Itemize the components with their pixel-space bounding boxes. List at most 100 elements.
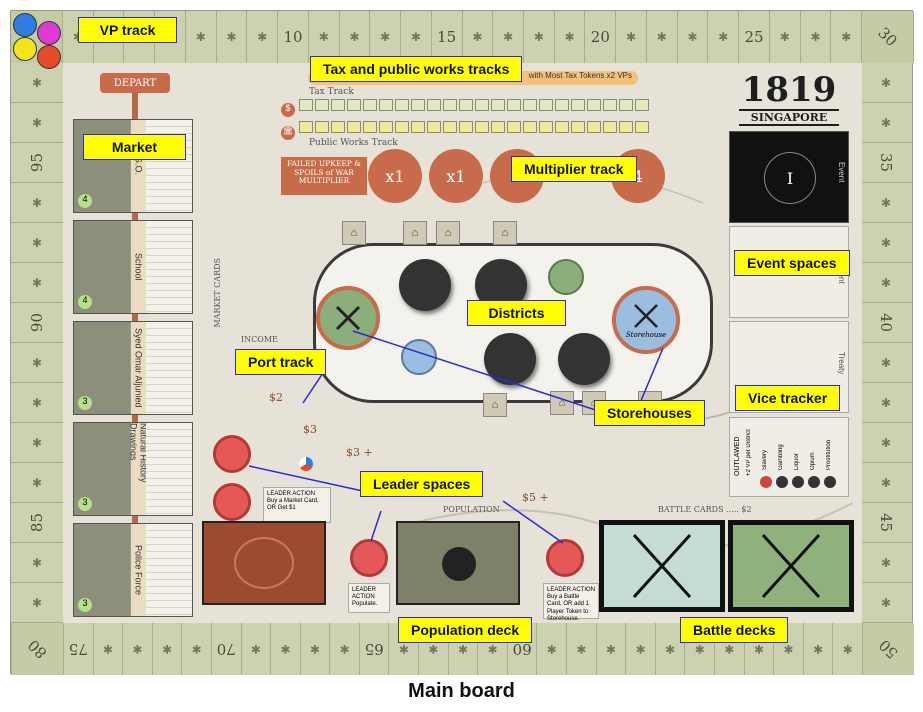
vp-number: 85 xyxy=(28,512,46,533)
player-token-magenta[interactable] xyxy=(37,21,61,45)
card-image: 3 xyxy=(74,423,130,515)
market-deck[interactable] xyxy=(202,521,326,605)
vp-cell: ✱ xyxy=(181,623,211,675)
vp-number: 40 xyxy=(877,312,895,333)
market-card[interactable]: 4 School xyxy=(73,220,193,314)
vp-cell: 25 xyxy=(739,11,770,63)
vp-cell: ✱ xyxy=(401,11,432,63)
card-name: Syed Omar Aljunied xyxy=(130,322,146,414)
callout-districts: Districts xyxy=(467,300,566,326)
vice-marker[interactable] xyxy=(760,476,772,488)
callout-multiplier-track: Multiplier track xyxy=(511,156,637,182)
battle-deck-2[interactable] xyxy=(728,520,854,612)
card-text xyxy=(146,423,192,515)
callout-leader-spaces: Leader spaces xyxy=(360,471,484,497)
card-text xyxy=(146,322,192,414)
market-card[interactable]: 3 Natural History Drawings xyxy=(73,422,193,516)
deck-emblem xyxy=(442,547,476,581)
vp-cell: ✱ xyxy=(309,11,340,63)
market-card[interactable]: 3 Police Force xyxy=(73,523,193,617)
vice-marker[interactable] xyxy=(776,476,788,488)
player-token-yellow[interactable] xyxy=(13,37,37,61)
vp-cell: ✱ xyxy=(11,583,63,623)
leader-space[interactable] xyxy=(546,539,584,577)
vp-cell: ✱ xyxy=(555,11,586,63)
vice-label: Gambling xyxy=(778,444,784,470)
house-icon[interactable]: ⌂ xyxy=(483,393,507,417)
leader-space[interactable] xyxy=(213,435,251,473)
card-name: Police Force xyxy=(130,524,146,616)
callout-market: Market xyxy=(83,134,186,160)
ship-marker[interactable] xyxy=(299,457,313,471)
house-icon[interactable]: ⌂ xyxy=(550,391,574,415)
port-cost: $3 xyxy=(303,423,317,436)
market-card[interactable]: 3 Syed Omar Aljunied xyxy=(73,321,193,415)
vp-cell: ✱ xyxy=(678,11,709,63)
callout-vice-tracker: Vice tracker xyxy=(735,385,841,411)
leader-space[interactable] xyxy=(350,539,388,577)
storehouse-green[interactable] xyxy=(316,286,380,350)
vp-cell: ✱ xyxy=(860,463,912,503)
vice-marker[interactable] xyxy=(824,476,836,488)
vp-cell: 10 xyxy=(278,11,309,63)
vp-cell: ✱ xyxy=(832,623,862,675)
card-cost: 3 xyxy=(78,598,92,612)
figure-caption: Main board xyxy=(408,680,515,702)
vp-cell: ✱ xyxy=(11,423,63,463)
vice-marker[interactable] xyxy=(792,476,804,488)
vp-cell: 35 xyxy=(860,143,912,183)
house-icon[interactable]: ⌂ xyxy=(403,221,427,245)
vice-label: OUTLAWED xyxy=(734,436,741,476)
leader-action-text: LEADER ACTION Populate. xyxy=(348,583,390,613)
event-space-active[interactable]: I Event xyxy=(729,131,849,223)
depart-banner: DEPART xyxy=(100,73,170,93)
player-token-red[interactable] xyxy=(37,45,61,69)
house-icon[interactable]: ⌂ xyxy=(493,221,517,245)
public-works-track: 🏛 xyxy=(281,120,651,140)
card-cost: 3 xyxy=(78,396,92,410)
card-text xyxy=(146,524,192,616)
vp-cell: ✱ xyxy=(860,263,912,303)
port-cost: $2 xyxy=(269,391,283,404)
district-token-green xyxy=(548,259,584,295)
vp-cell: 45 xyxy=(860,503,912,543)
vp-cell: ✱ xyxy=(625,623,655,675)
vp-cell: ✱ xyxy=(463,11,494,63)
vp-cell: ✱ xyxy=(299,623,330,675)
main-board: ✱ ✱ 5 ✱ ✱ ✱ ✱ 10 ✱ ✱ ✱ ✱ 15 ✱ ✱ ✱ ✱ 20 ✱… xyxy=(10,10,915,675)
vp-corner: 80 xyxy=(10,623,63,675)
vp-cell: ✱ xyxy=(801,11,832,63)
vp-cell: ✱ xyxy=(860,383,912,423)
leader-space[interactable] xyxy=(213,483,251,521)
vp-number: 90 xyxy=(28,312,46,333)
player-disc[interactable] xyxy=(399,259,451,311)
population-label: POPULATION xyxy=(443,505,500,514)
vp-cell: ✱ xyxy=(329,623,359,675)
player-token-blue[interactable] xyxy=(13,13,37,37)
vp-cell: ✱ xyxy=(340,11,371,63)
vp-cell: ✱ xyxy=(595,623,626,675)
vp-track-left: ✱ ✱ 95 ✱ ✱ ✱ 90 ✱ ✱ ✱ ✱ 85 ✱ ✱ xyxy=(11,63,63,623)
vp-cell: 75 xyxy=(62,623,93,675)
vp-cell: ✱ xyxy=(11,183,63,223)
storehouse-blue[interactable]: Storehouse xyxy=(612,286,680,354)
house-icon[interactable]: ⌂ xyxy=(342,221,366,245)
crossed-swords-icon xyxy=(634,304,658,328)
population-deck[interactable] xyxy=(396,521,520,605)
player-disc[interactable] xyxy=(484,333,536,385)
battle-deck-1[interactable] xyxy=(599,520,725,612)
vp-number: 20 xyxy=(590,28,610,46)
vp-cell: 90 xyxy=(11,303,63,343)
vp-cell: ✱ xyxy=(11,543,63,583)
player-disc[interactable] xyxy=(558,333,610,385)
vp-cell: ✱ xyxy=(11,463,63,503)
vp-cell: ✱ xyxy=(240,623,271,675)
income-label: INCOME xyxy=(241,335,278,344)
house-icon[interactable]: ⌂ xyxy=(436,221,460,245)
vice-marker[interactable] xyxy=(808,476,820,488)
vp-cell: ✱ xyxy=(647,11,678,63)
multiplier-space: x1 xyxy=(429,149,483,203)
tax-track-label: Tax Track xyxy=(309,87,354,97)
vp-cell: 20 xyxy=(585,11,617,63)
vp-number: 10 xyxy=(283,28,303,46)
